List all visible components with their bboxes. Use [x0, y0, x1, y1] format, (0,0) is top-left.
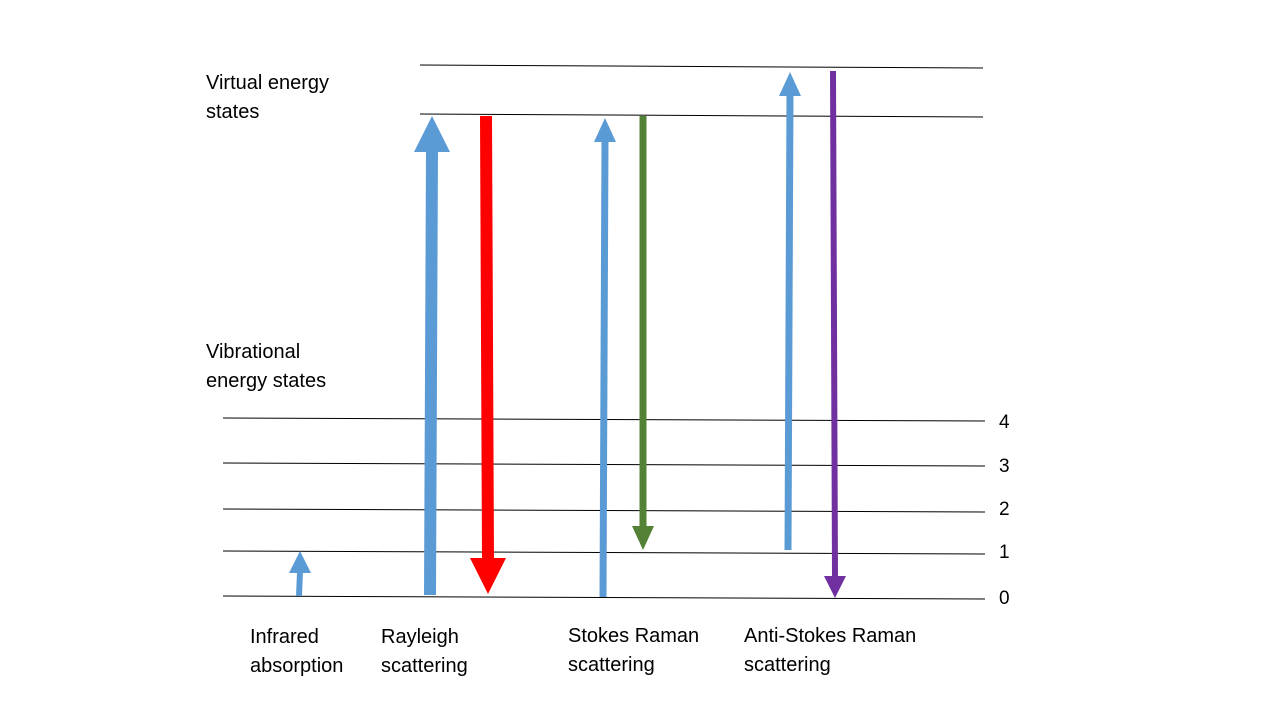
anti-stokes-label-line-1: Anti-Stokes Raman	[744, 625, 917, 647]
anti-stokes-label-line-2: scattering	[744, 654, 831, 676]
stokes-emission-arrow	[632, 116, 654, 550]
stokes-raman-scattering-label: Stokes Raman scattering	[568, 622, 699, 680]
virtual-energy-states-label: Virtual energy states	[206, 69, 329, 127]
rayleigh-label-line-2: scattering	[381, 655, 468, 677]
virtual-level-lower-line	[419, 113, 984, 118]
anti-stokes-emission-arrow	[824, 70, 846, 598]
level-0-label: 0	[999, 588, 1010, 609]
vibrational-label-line-1: Vibrational	[206, 341, 301, 363]
anti-stokes-raman-scattering-label: Anti-Stokes Raman scattering	[744, 622, 916, 680]
level-4-label: 4	[999, 412, 1010, 433]
virtual-label-line-1: Virtual energy	[206, 72, 330, 94]
rayleigh-scattering-label: Rayleigh scattering	[381, 623, 468, 681]
anti-stokes-excitation-arrow	[779, 72, 801, 551]
level-1-label: 1	[999, 542, 1010, 563]
rayleigh-excitation-arrow	[414, 116, 450, 596]
stokes-excitation-arrow	[594, 118, 616, 598]
vibrational-label-line-2: energy states	[206, 370, 327, 392]
level-2-label: 2	[999, 499, 1010, 520]
virtual-label-line-2: states	[206, 101, 260, 123]
infrared-label-line-1: Infrared	[250, 626, 319, 648]
infrared-absorption-arrow	[289, 551, 311, 597]
stokes-label-line-1: Stokes Raman	[568, 625, 700, 647]
stokes-label-line-2: scattering	[568, 654, 655, 676]
rayleigh-emission-arrow	[470, 115, 506, 594]
vibrational-level-0-line	[222, 595, 986, 600]
infrared-label-line-2: absorption	[250, 655, 344, 677]
infrared-absorption-label: Infrared absorption	[250, 623, 343, 681]
vibrational-energy-states-label: Vibrational energy states	[206, 338, 326, 396]
level-3-label: 3	[999, 456, 1010, 477]
rayleigh-label-line-1: Rayleigh	[381, 626, 459, 648]
virtual-level-upper-line	[419, 64, 984, 69]
